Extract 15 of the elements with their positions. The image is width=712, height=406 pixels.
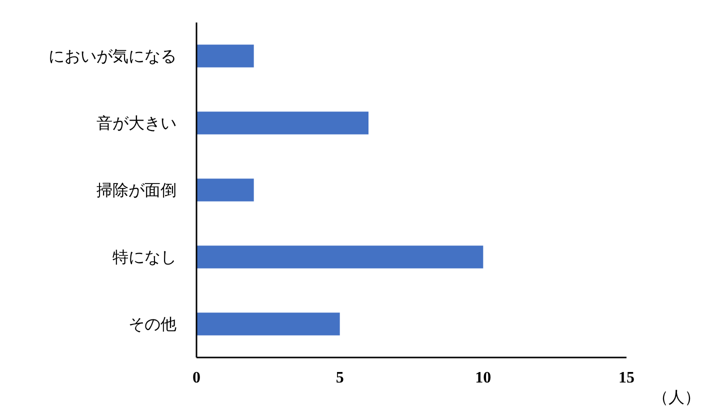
bar	[196, 112, 368, 134]
bar	[196, 178, 254, 202]
y-tick-label: その他	[128, 314, 176, 334]
y-tick-label: 音が大きい	[96, 114, 176, 132]
x-tick-label: 0	[192, 370, 200, 386]
y-tick-label: においが気になる	[48, 46, 176, 66]
y-tick-label: 掃除が面倒	[96, 180, 176, 200]
x-tick-label: 15	[618, 370, 634, 386]
x-axis-title: （人）	[652, 388, 700, 406]
x-tick-label: 5	[336, 370, 344, 386]
x-tick-label: 10	[475, 370, 492, 386]
bar	[196, 312, 340, 336]
bar	[196, 44, 254, 68]
y-tick-label: 特になし	[112, 248, 176, 266]
bar	[196, 246, 484, 268]
